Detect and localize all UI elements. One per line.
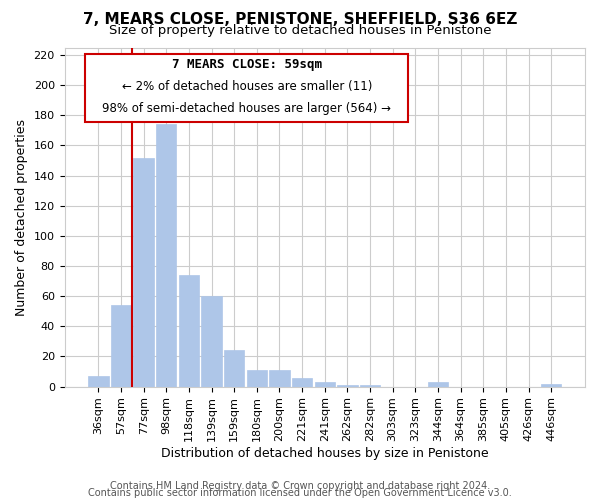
- Text: Contains public sector information licensed under the Open Government Licence v3: Contains public sector information licen…: [88, 488, 512, 498]
- Text: 7 MEARS CLOSE: 59sqm: 7 MEARS CLOSE: 59sqm: [172, 58, 322, 71]
- Bar: [269, 370, 290, 386]
- Bar: [111, 305, 131, 386]
- Text: 7, MEARS CLOSE, PENISTONE, SHEFFIELD, S36 6EZ: 7, MEARS CLOSE, PENISTONE, SHEFFIELD, S3…: [83, 12, 517, 28]
- Text: Size of property relative to detached houses in Penistone: Size of property relative to detached ho…: [109, 24, 491, 37]
- Text: Contains HM Land Registry data © Crown copyright and database right 2024.: Contains HM Land Registry data © Crown c…: [110, 481, 490, 491]
- Bar: [156, 124, 176, 386]
- Y-axis label: Number of detached properties: Number of detached properties: [15, 118, 28, 316]
- Bar: [541, 384, 562, 386]
- Bar: [292, 378, 313, 386]
- Bar: [133, 158, 154, 386]
- X-axis label: Distribution of detached houses by size in Penistone: Distribution of detached houses by size …: [161, 447, 488, 460]
- Bar: [360, 385, 380, 386]
- Bar: [337, 385, 358, 386]
- Bar: [247, 370, 267, 386]
- Bar: [202, 296, 222, 386]
- FancyBboxPatch shape: [85, 54, 408, 122]
- Bar: [224, 350, 244, 386]
- Bar: [314, 382, 335, 386]
- Text: 98% of semi-detached houses are larger (564) →: 98% of semi-detached houses are larger (…: [102, 102, 391, 115]
- Text: ← 2% of detached houses are smaller (11): ← 2% of detached houses are smaller (11): [122, 80, 372, 94]
- Bar: [88, 376, 109, 386]
- Bar: [179, 275, 199, 386]
- Bar: [428, 382, 448, 386]
